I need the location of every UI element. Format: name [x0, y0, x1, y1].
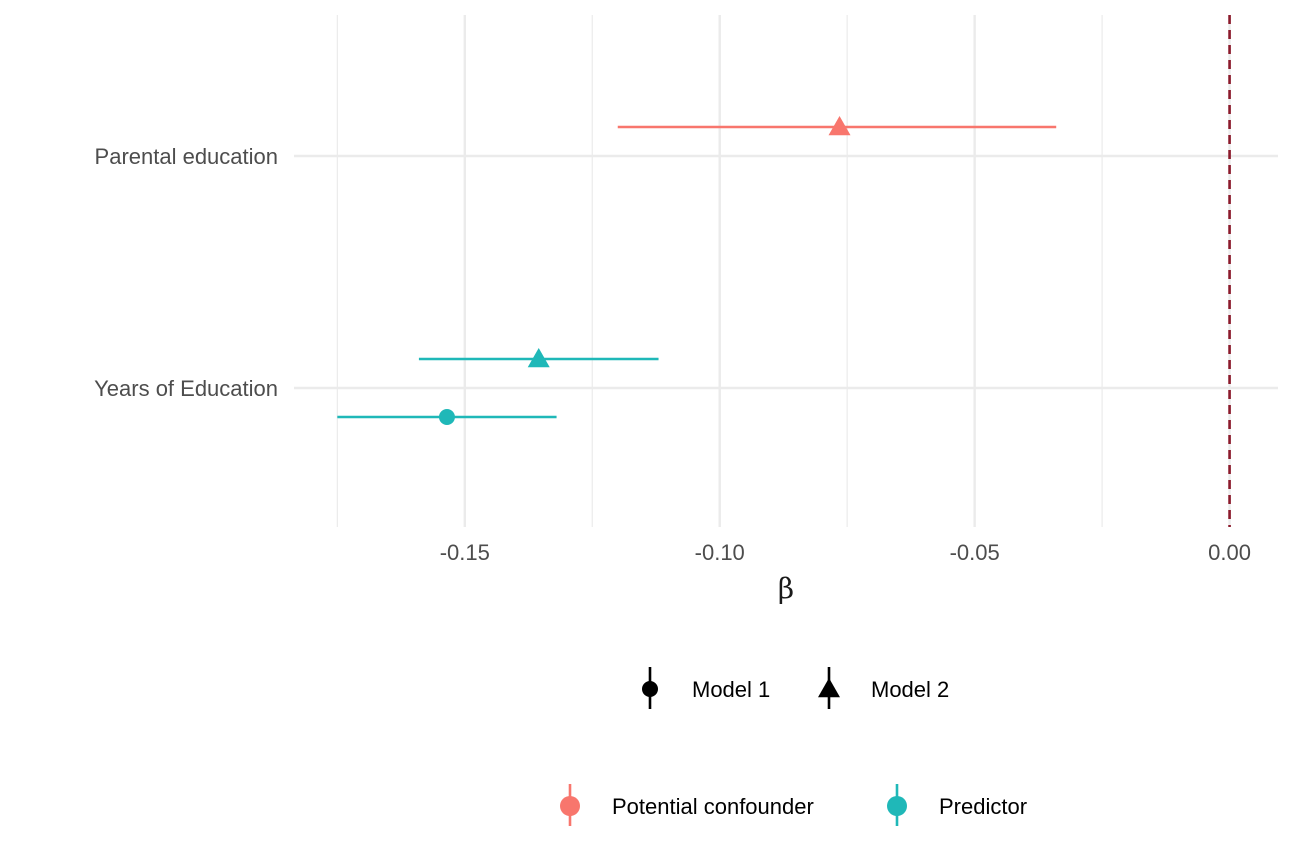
x-axis-labels: -0.15 -0.10 -0.05 0.00 — [440, 540, 1251, 565]
legend-label: Predictor — [939, 794, 1027, 819]
data-marks — [337, 116, 1057, 425]
legend-label: Model 2 — [871, 677, 949, 702]
color-legend: Potential confounder Predictor — [560, 784, 1027, 826]
legend-key-triangle — [818, 678, 840, 698]
legend-key-circle — [887, 796, 907, 816]
x-tick-label: -0.05 — [950, 540, 1000, 565]
point-estimate-circle — [438, 409, 455, 425]
y-axis-labels: Parental education Years of Education — [94, 144, 278, 401]
shape-legend: Model 1 Model 2 — [642, 667, 949, 709]
legend-key-circle — [560, 796, 580, 816]
legend-label: Model 1 — [692, 677, 770, 702]
x-tick-label: -0.10 — [695, 540, 745, 565]
legend-label: Potential confounder — [612, 794, 814, 819]
grid — [294, 15, 1278, 527]
point-estimate-triangle — [828, 116, 851, 136]
x-tick-label: -0.15 — [440, 540, 490, 565]
x-tick-label: 0.00 — [1208, 540, 1251, 565]
x-axis-title: β — [778, 572, 794, 605]
point-estimate-triangle — [527, 348, 550, 368]
legend-key-circle — [642, 681, 658, 697]
y-tick-label: Parental education — [95, 144, 278, 169]
y-tick-label: Years of Education — [94, 376, 278, 401]
